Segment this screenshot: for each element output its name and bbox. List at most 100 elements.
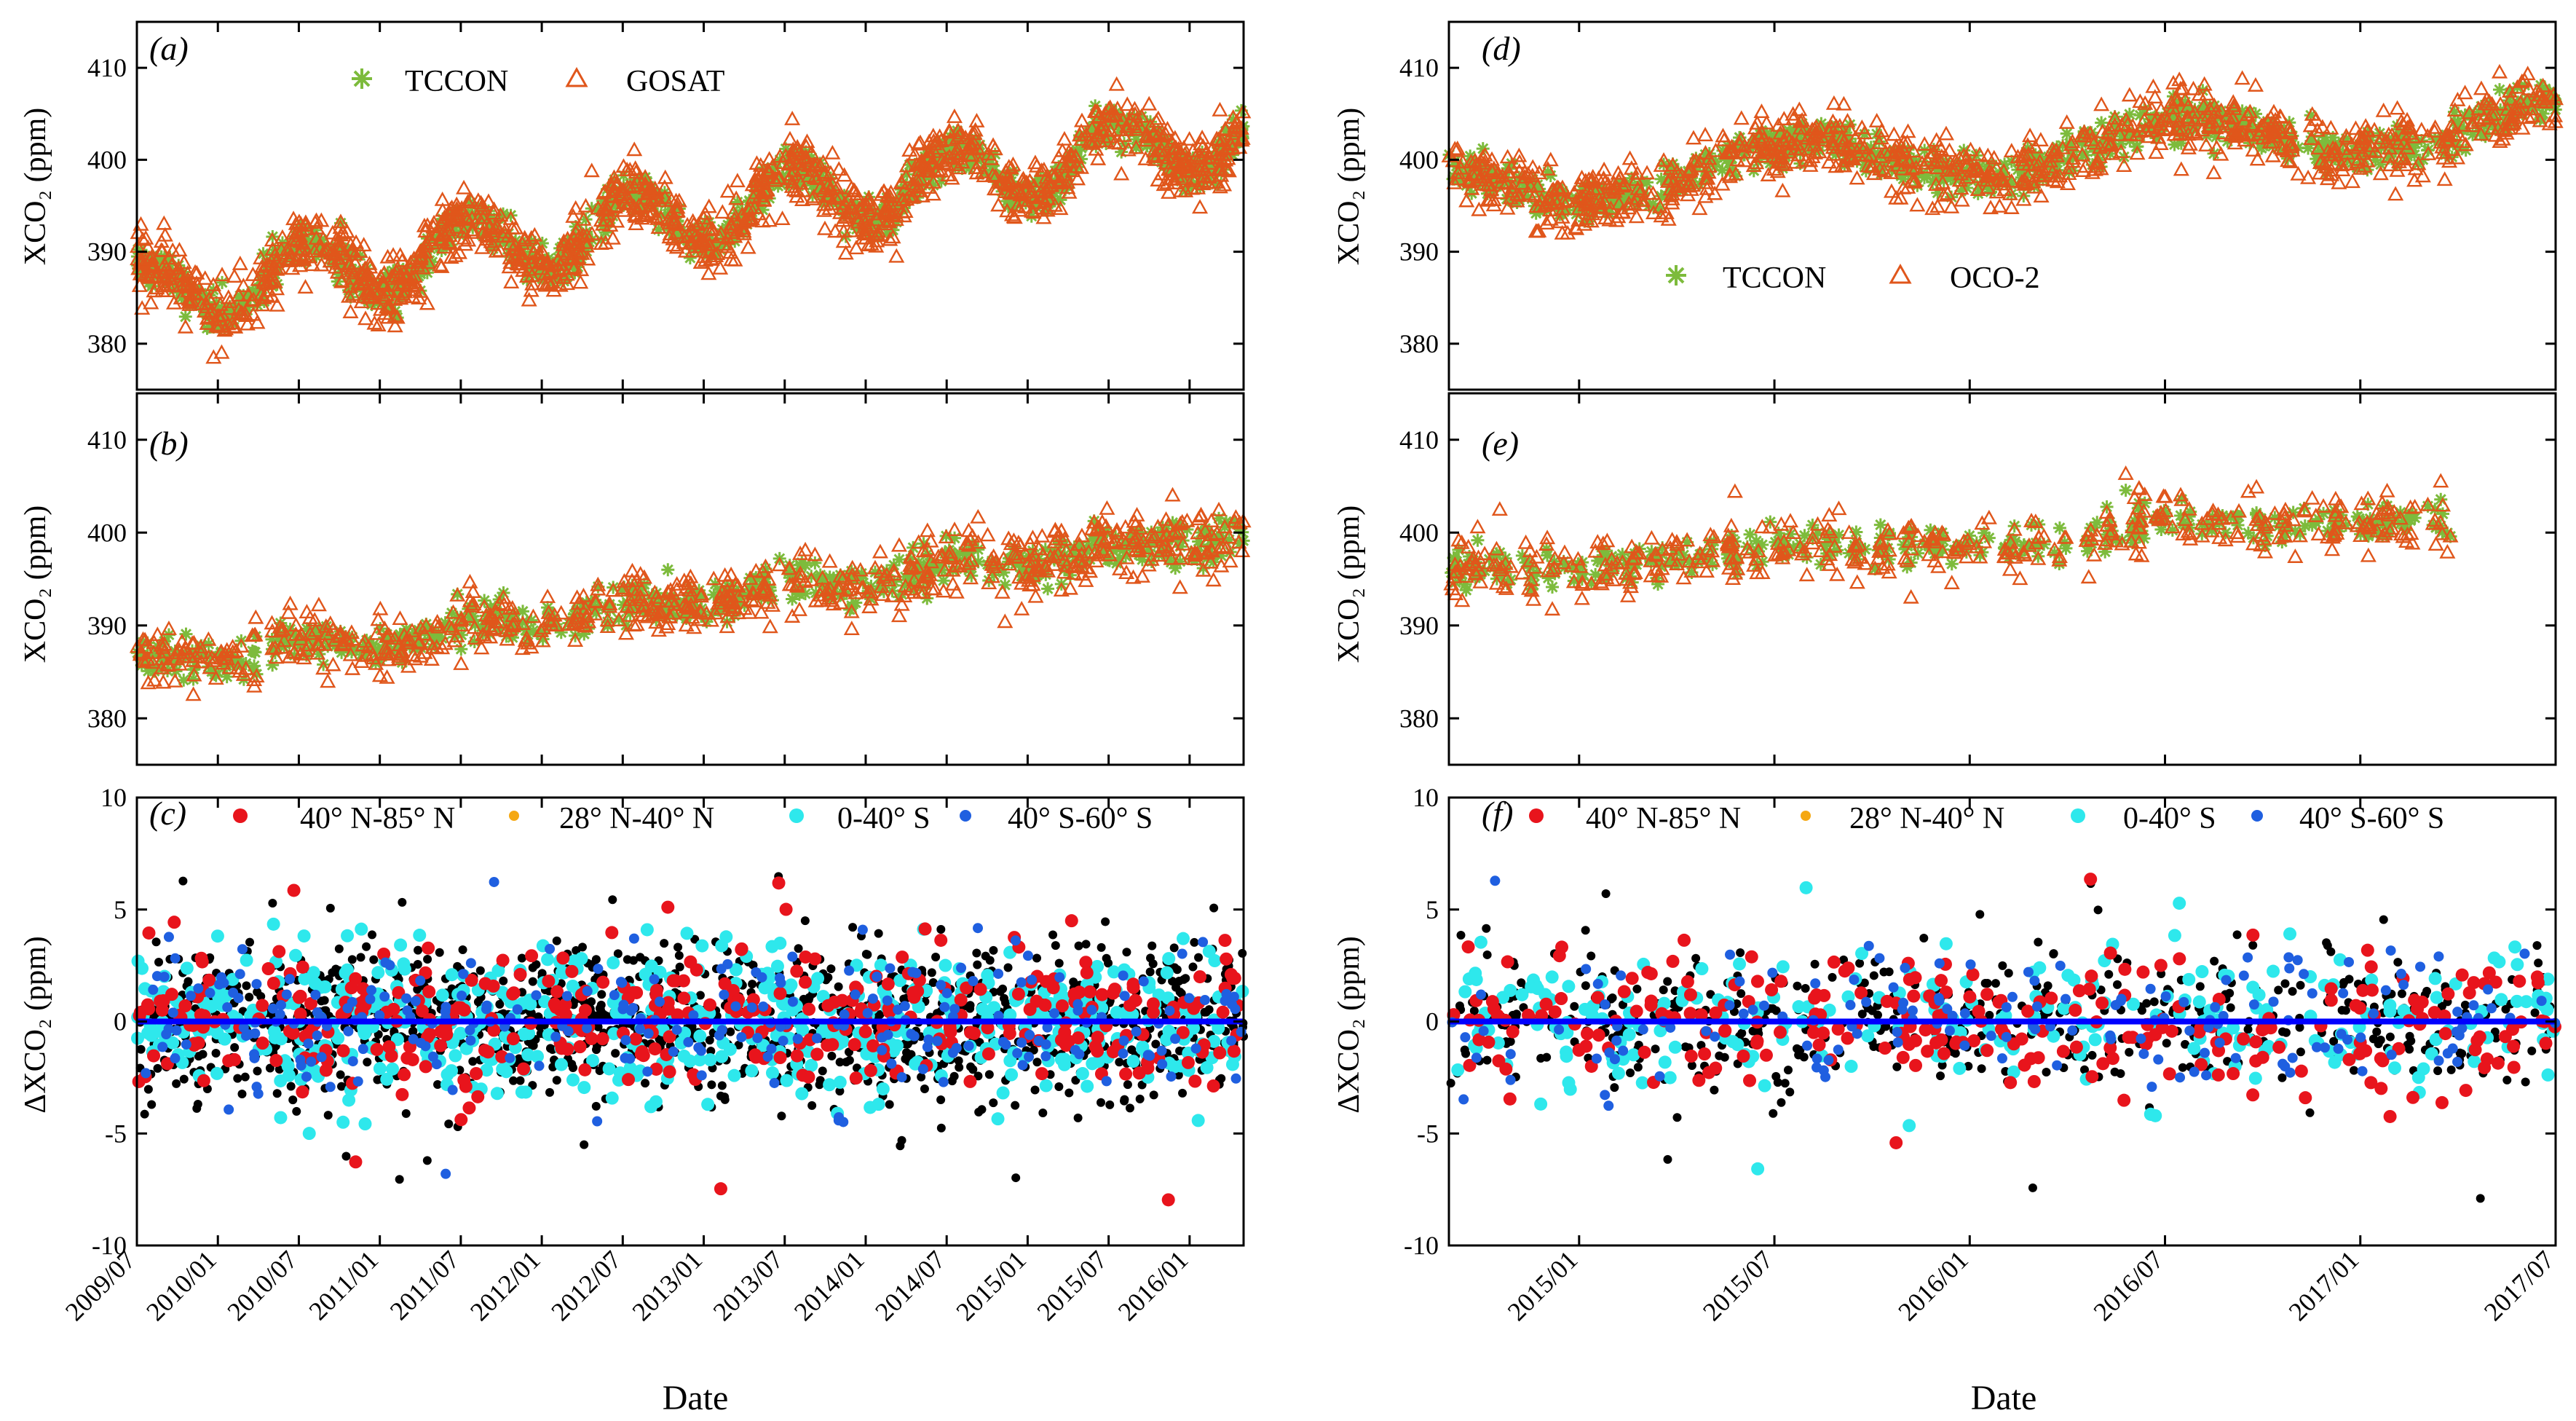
satellite-point-a xyxy=(1001,172,1018,187)
satellite-point-a xyxy=(205,349,222,364)
tccon-point-a xyxy=(182,295,196,309)
satellite-point-a xyxy=(199,309,217,323)
satellite-point-b xyxy=(154,650,170,666)
diff-point-band-28n40n xyxy=(528,977,537,986)
tccon-point-a xyxy=(332,267,346,281)
satellite-point-b xyxy=(495,589,512,604)
satellite-point-a xyxy=(494,228,512,243)
satellite-point-b xyxy=(1016,545,1033,559)
tccon-point-b xyxy=(454,642,468,656)
tccon-point-b xyxy=(515,615,529,629)
satellite-point-a xyxy=(456,179,473,194)
satellite-point-b xyxy=(797,573,814,589)
tccon-point-b xyxy=(448,630,462,644)
tccon-point-a xyxy=(346,275,360,288)
satellite-point-a xyxy=(781,156,797,171)
tccon-point-b xyxy=(411,623,425,637)
tccon-point-b xyxy=(393,628,407,642)
satellite-point-a xyxy=(513,235,531,251)
tccon-point-a xyxy=(382,299,395,313)
tccon-point-a xyxy=(579,213,593,227)
satellite-point-a xyxy=(719,238,736,253)
satellite-point-b xyxy=(1022,535,1038,551)
satellite-point-b xyxy=(1091,520,1108,535)
tccon-point-a xyxy=(1043,195,1056,209)
tccon-point-b xyxy=(997,566,1011,580)
satellite-point-a xyxy=(455,223,472,238)
tccon-point-b xyxy=(1083,553,1097,567)
satellite-point-a xyxy=(1147,151,1163,166)
satellite-point-b xyxy=(445,604,462,619)
satellite-point-b xyxy=(149,626,166,642)
tccon-point-b xyxy=(419,617,433,631)
satellite-point-b xyxy=(376,620,393,635)
satellite-point-a xyxy=(374,275,390,290)
satellite-point-a xyxy=(1126,101,1143,116)
tccon-point-a xyxy=(309,232,323,246)
diff-point-band-28n40n xyxy=(140,1109,149,1119)
satellite-point-a xyxy=(806,156,823,171)
satellite-point-a xyxy=(933,162,949,178)
satellite-point-a xyxy=(1033,162,1050,177)
satellite-point-a xyxy=(412,251,429,266)
satellite-point-a xyxy=(858,229,874,245)
diff-point-band-28n40n xyxy=(368,930,377,940)
satellite-point-a xyxy=(755,176,772,190)
satellite-point-a xyxy=(650,219,667,234)
tccon-point-b xyxy=(177,673,191,687)
tccon-point-b xyxy=(808,556,822,570)
diff-point-band-28n40n xyxy=(151,937,161,947)
satellite-point-b xyxy=(601,596,617,610)
diff-point-band-28n40n xyxy=(475,966,485,975)
diff-point-band-28n40n xyxy=(458,945,467,954)
satellite-point-a xyxy=(1169,153,1185,168)
satellite-point-a xyxy=(1172,182,1189,197)
tccon-point-b xyxy=(435,631,449,645)
satellite-point-a xyxy=(197,295,214,310)
satellite-point-a xyxy=(1108,76,1125,91)
satellite-point-b xyxy=(935,583,952,598)
satellite-point-a xyxy=(1128,139,1145,154)
satellite-point-b xyxy=(936,562,953,577)
satellite-point-a xyxy=(293,216,309,231)
satellite-point-a xyxy=(1146,147,1163,162)
satellite-point-a xyxy=(1225,122,1242,138)
tccon-point-a xyxy=(346,248,360,261)
diff-point-band-28n40n xyxy=(835,1058,845,1067)
satellite-point-a xyxy=(965,135,982,149)
satellite-point-b xyxy=(941,544,958,559)
tccon-point-b xyxy=(721,593,735,607)
satellite-point-a xyxy=(1215,176,1233,192)
diff-point-band-28n40n xyxy=(707,1080,716,1090)
diff-point-band-28n40n xyxy=(1145,967,1155,977)
tccon-point-a xyxy=(851,215,865,229)
satellite-point-a xyxy=(1184,180,1201,195)
satellite-point-a xyxy=(870,223,887,238)
satellite-point-b xyxy=(821,590,837,605)
tccon-point-a xyxy=(984,169,998,183)
diff-point-band-28n40n xyxy=(178,876,188,886)
satellite-point-b xyxy=(880,572,897,586)
satellite-point-a xyxy=(389,309,406,324)
satellite-point-a xyxy=(154,243,171,258)
satellite-point-a xyxy=(649,210,666,225)
satellite-point-b xyxy=(378,628,395,643)
satellite-point-a xyxy=(478,231,495,246)
satellite-point-a xyxy=(403,259,419,275)
tccon-point-b xyxy=(620,595,634,609)
satellite-point-a xyxy=(1214,133,1230,147)
satellite-point-a xyxy=(355,237,372,252)
satellite-point-a xyxy=(470,192,486,207)
tccon-point-b xyxy=(953,546,967,560)
tccon-point-a xyxy=(594,233,608,247)
satellite-point-b xyxy=(206,652,223,667)
tccon-point-a xyxy=(1085,120,1099,134)
satellite-point-a xyxy=(162,264,178,280)
satellite-point-a xyxy=(1086,133,1103,149)
tccon-point-b xyxy=(1166,516,1180,530)
satellite-point-a xyxy=(781,130,799,146)
satellite-point-b xyxy=(343,624,360,639)
satellite-point-b xyxy=(377,639,394,655)
tccon-point-a xyxy=(216,317,229,331)
satellite-point-a xyxy=(245,291,262,307)
